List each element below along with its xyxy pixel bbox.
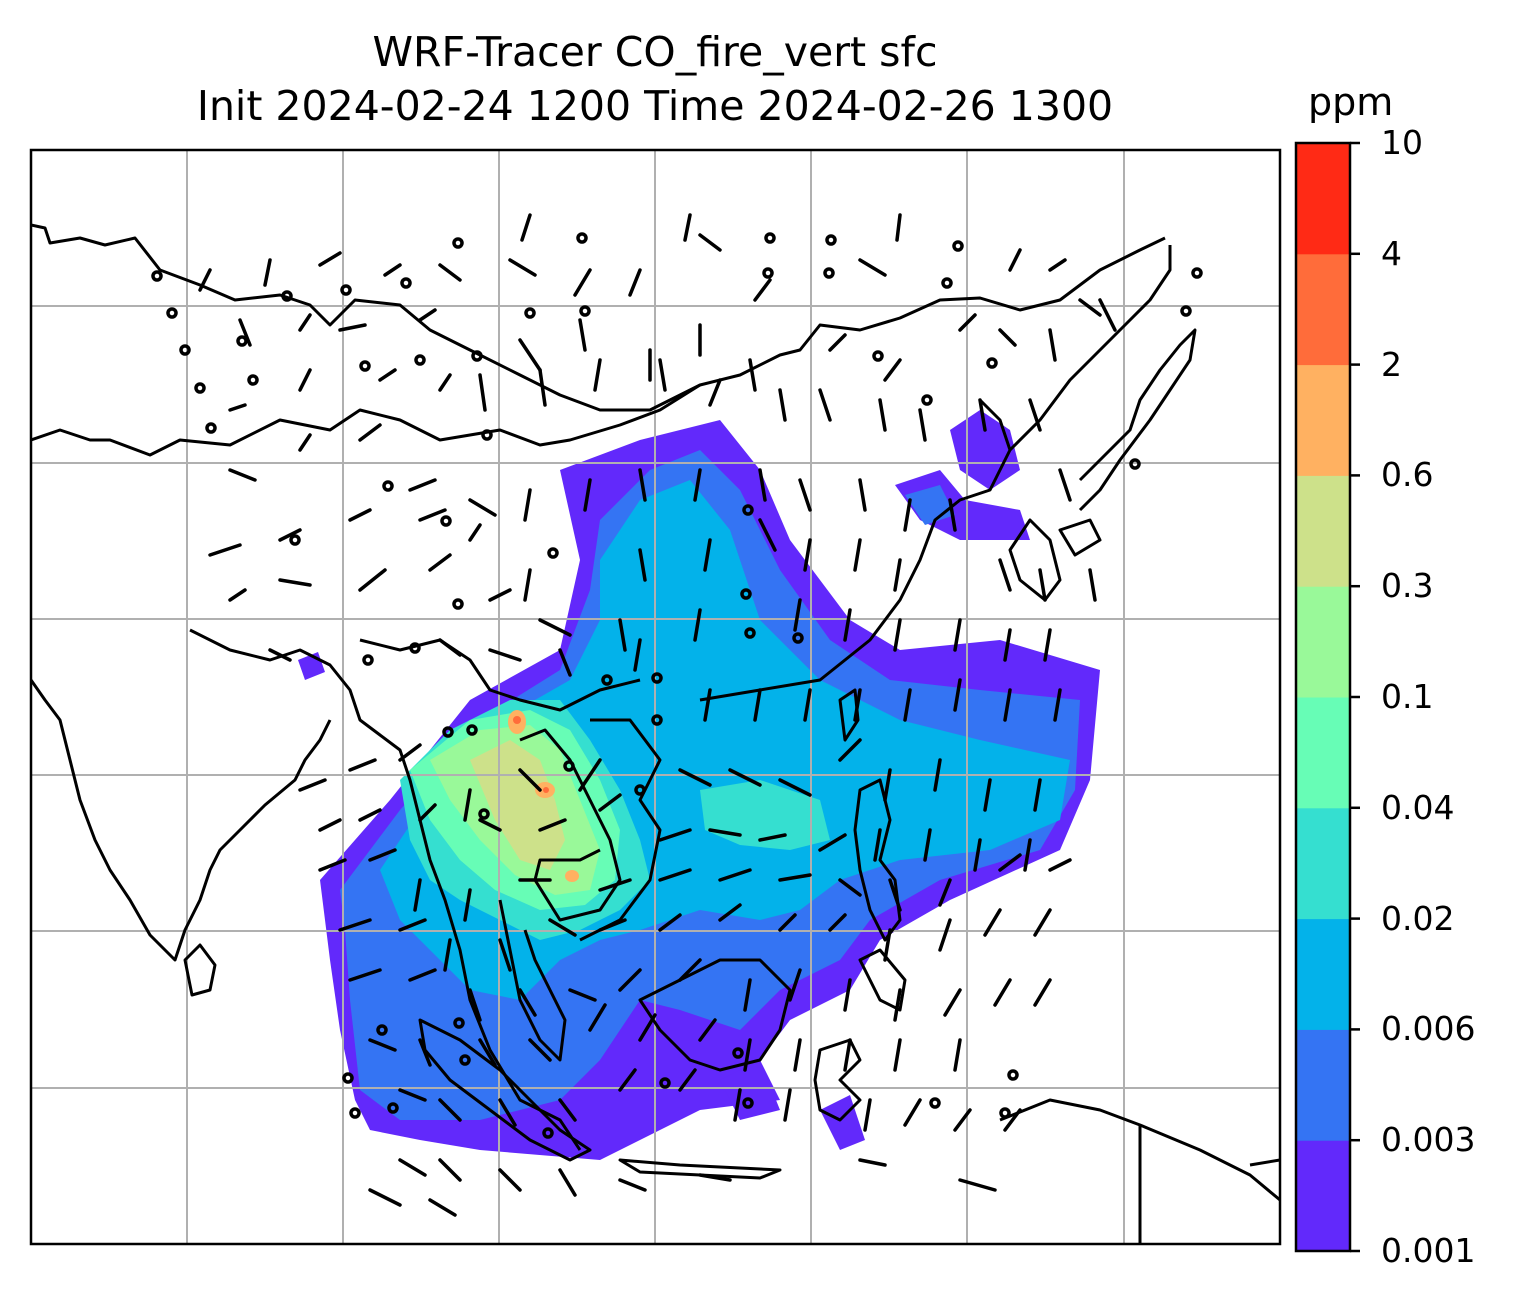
colorbar-bin bbox=[1296, 697, 1350, 809]
colorbar-tick-label: 0.001 bbox=[1381, 1231, 1476, 1270]
colorbar-tick-label: 0.006 bbox=[1381, 1009, 1476, 1049]
colorbar-bin bbox=[1296, 918, 1350, 1030]
map-title-line2: Init 2024-02-24 1200 Time 2024-02-26 130… bbox=[196, 82, 1114, 130]
colorbar-bin bbox=[1296, 475, 1350, 587]
wind-barbs bbox=[198, 213, 1117, 1217]
map-title-line1: WRF-Tracer CO_fire_vert sfc bbox=[372, 28, 938, 76]
colorbar-bin bbox=[1296, 1029, 1350, 1141]
map-gridlines bbox=[31, 150, 1280, 1244]
coastlines-and-borders bbox=[31, 223, 1280, 1244]
colorbar-tick-label: 0.6 bbox=[1381, 455, 1434, 495]
colorbar-tick-label: 0.04 bbox=[1381, 787, 1455, 827]
co-concentration-field bbox=[298, 410, 1100, 1160]
colorbar-tick-label: 0.1 bbox=[1381, 677, 1434, 716]
colorbar-bin bbox=[1296, 143, 1350, 255]
calm-wind-markers bbox=[151, 232, 1203, 1139]
colorbar-tick-label: 10 bbox=[1381, 123, 1423, 162]
colorbar-tick-label: 2 bbox=[1381, 344, 1402, 384]
colorbar-tick-label: 0.003 bbox=[1381, 1120, 1476, 1160]
colorbar-bin bbox=[1296, 1140, 1350, 1252]
colorbar-unit-label: ppm bbox=[1308, 80, 1394, 124]
colorbar-bin bbox=[1296, 253, 1350, 366]
colorbar-tick-label: 0.3 bbox=[1381, 566, 1434, 606]
colorbar-bin bbox=[1296, 364, 1350, 476]
colorbar-bin bbox=[1296, 586, 1350, 698]
map-frame bbox=[29, 148, 1282, 1246]
colorbar-tick-label: 4 bbox=[1381, 233, 1402, 273]
colorbar-tick-label: 0.02 bbox=[1381, 898, 1455, 938]
colorbar-bin bbox=[1296, 807, 1350, 920]
colorbar bbox=[1294, 141, 1360, 1253]
